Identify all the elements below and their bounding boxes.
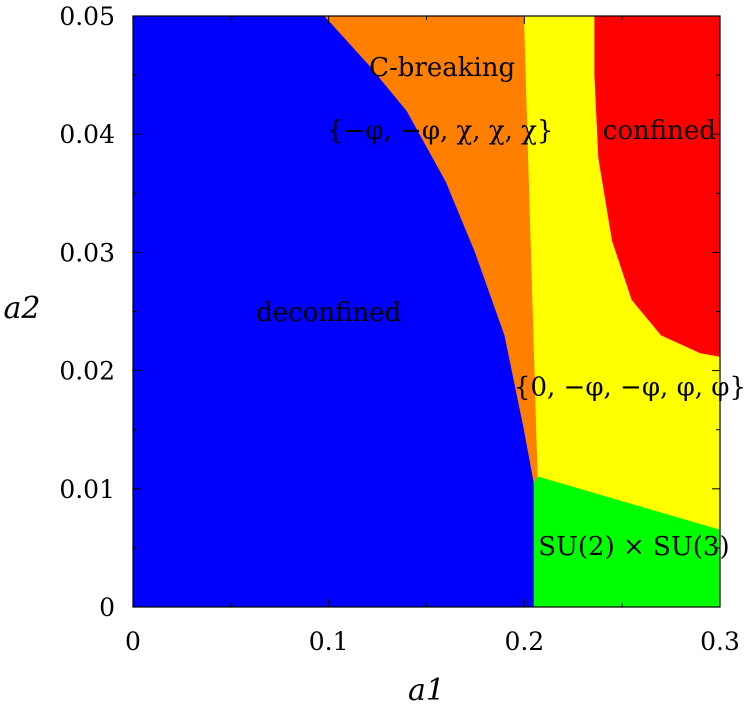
y-axis-label: a2 bbox=[4, 291, 41, 326]
y-tick-label: 0.02 bbox=[59, 357, 115, 386]
region-annotations: C-breaking {−φ, −φ, χ, χ, χ} confined decon… bbox=[256, 53, 746, 562]
y-tick-label: 0.04 bbox=[59, 120, 115, 149]
x-tick-label: 0 bbox=[125, 627, 141, 656]
annotation-0: C-breaking bbox=[369, 53, 515, 83]
axis-ticks: 0 0.1 0.2 0.3 0 0.01 0.02 0.03 0.04 0.05 bbox=[59, 2, 740, 656]
y-tick-label: 0 bbox=[99, 593, 115, 622]
x-tick-label: 0.1 bbox=[309, 627, 349, 656]
annotation-2: confined bbox=[603, 116, 716, 146]
y-tick-label: 0.01 bbox=[59, 475, 115, 504]
x-axis-label: a1 bbox=[408, 673, 445, 708]
annotation-1: {−φ, −φ, χ, χ, χ} bbox=[327, 116, 553, 146]
y-tick-label: 0.03 bbox=[59, 238, 115, 267]
x-tick-label: 0.3 bbox=[700, 627, 740, 656]
phase-regions bbox=[132, 15, 721, 608]
annotation-5: SU(2) × SU(3) bbox=[538, 532, 729, 562]
annotation-4: {0, −φ, −φ, φ, φ} bbox=[514, 372, 746, 402]
annotation-3: deconfined bbox=[256, 298, 401, 328]
y-tick-label: 0.05 bbox=[59, 2, 115, 31]
x-tick-label: 0.2 bbox=[504, 627, 544, 656]
